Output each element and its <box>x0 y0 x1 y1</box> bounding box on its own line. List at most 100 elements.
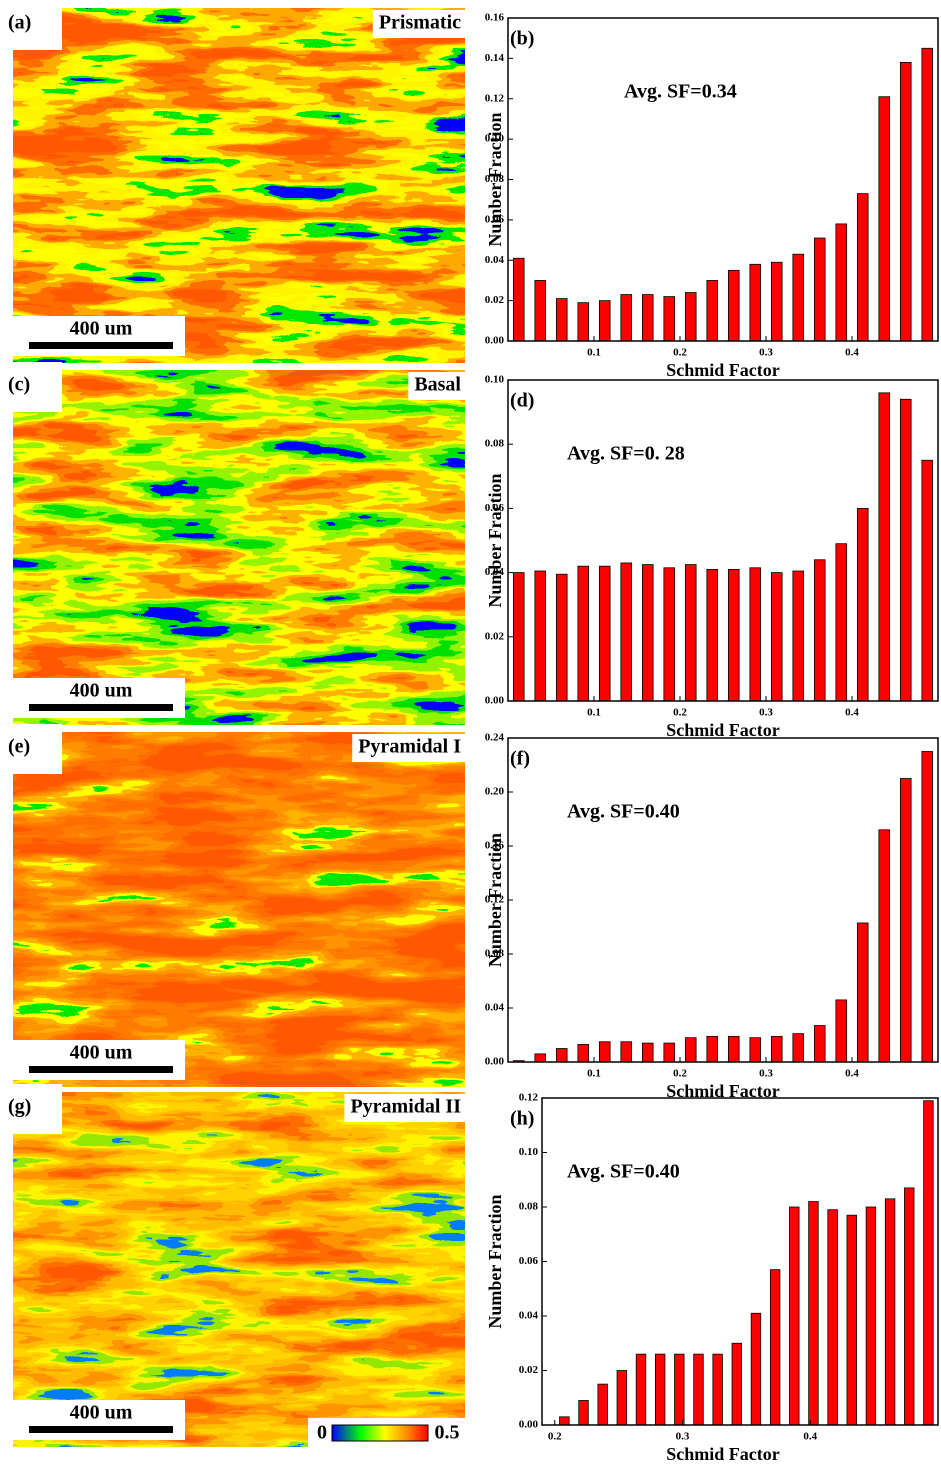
plot-frame <box>507 737 939 1063</box>
bar <box>749 567 762 702</box>
y-tick-label: 0.00 <box>485 1056 505 1068</box>
x-tick-label: 0.2 <box>673 1068 687 1080</box>
panel-label: (h) <box>510 1108 534 1130</box>
bar <box>921 459 934 702</box>
bar <box>808 1201 819 1426</box>
bar <box>835 543 848 702</box>
bar <box>555 573 568 702</box>
bar <box>727 568 740 702</box>
bar <box>813 1025 826 1063</box>
map-title: Pyramidal II <box>350 1096 461 1118</box>
bar <box>749 1037 762 1063</box>
bar <box>904 1187 915 1426</box>
y-tick-label: 0.10 <box>519 1146 539 1158</box>
bar <box>674 1353 685 1426</box>
map-title: Prismatic <box>379 12 461 34</box>
y-tick-label: 0.08 <box>485 438 505 450</box>
y-tick-label: 0.08 <box>485 948 505 960</box>
bar <box>770 261 783 342</box>
panel-label: (g) <box>8 1096 31 1118</box>
bar <box>534 1053 547 1063</box>
colorbar <box>331 1424 429 1442</box>
bar <box>706 568 719 702</box>
title-box <box>344 1094 465 1122</box>
bar <box>749 263 762 342</box>
y-tick-label: 0.20 <box>485 786 505 798</box>
y-tick-label: 0.04 <box>519 1310 539 1322</box>
scale-box <box>13 1040 185 1080</box>
y-tick-label: 0.06 <box>519 1255 539 1267</box>
bar <box>835 999 848 1063</box>
bar <box>813 559 826 702</box>
scale-text: 400 um <box>70 680 133 702</box>
bar <box>899 778 912 1063</box>
bar <box>921 751 934 1063</box>
bar <box>731 1342 742 1426</box>
bar <box>813 237 826 342</box>
y-tick-label: 0.10 <box>485 133 505 145</box>
bar <box>555 1048 568 1063</box>
panel-label: (d) <box>510 390 534 412</box>
scale-box <box>13 678 185 718</box>
bar <box>684 292 697 342</box>
x-tick-label: 0.4 <box>845 1068 859 1080</box>
bar <box>684 1037 697 1063</box>
y-tick-label: 0.14 <box>485 52 505 64</box>
bar <box>620 562 633 702</box>
x-tick-label: 0.4 <box>845 707 859 719</box>
ebsd-map <box>13 8 465 363</box>
bar <box>577 1044 590 1063</box>
bar <box>878 96 891 342</box>
y-tick-label: 0.08 <box>519 1201 539 1213</box>
bar <box>512 572 525 702</box>
y-tick-label: 0.10 <box>485 374 505 386</box>
title-box <box>408 372 465 400</box>
bar <box>727 269 740 342</box>
ebsd-map <box>13 370 465 725</box>
bar <box>865 1206 877 1426</box>
y-axis-title: Number Fraction <box>485 833 505 967</box>
bar <box>577 565 590 702</box>
x-axis-title: Schmid Factor <box>666 1444 779 1464</box>
bar <box>856 922 869 1063</box>
panel-label: (f) <box>510 748 530 770</box>
label-box <box>0 362 62 412</box>
y-tick-label: 0.06 <box>485 502 505 514</box>
bar <box>792 570 805 702</box>
bar <box>789 1206 800 1426</box>
bar <box>534 570 547 702</box>
annotation: Avg. SF=0.40 <box>567 801 680 823</box>
y-tick-label: 0.16 <box>485 840 505 852</box>
x-tick-label: 0.1 <box>587 347 601 359</box>
bar <box>712 1353 723 1426</box>
scale-text: 400 um <box>70 318 133 340</box>
scale-box <box>13 316 185 356</box>
bar <box>684 564 697 702</box>
y-tick-label: 0.00 <box>519 1419 539 1431</box>
x-tick-label: 0.3 <box>759 347 773 359</box>
plot-frame <box>507 379 939 702</box>
y-tick-label: 0.02 <box>485 294 505 306</box>
bar <box>616 1370 628 1426</box>
y-tick-label: 0.12 <box>485 894 505 906</box>
bar <box>663 296 676 342</box>
y-tick-label: 0.16 <box>485 12 505 24</box>
bar <box>641 564 654 702</box>
bar <box>598 1041 611 1063</box>
bar <box>559 1416 570 1426</box>
x-axis-title: Schmid Factor <box>666 720 779 740</box>
y-tick-label: 0.04 <box>485 566 505 578</box>
y-tick-label: 0.02 <box>519 1364 539 1376</box>
x-tick-label: 0.4 <box>845 347 859 359</box>
bar <box>578 1400 589 1426</box>
x-tick-label: 0.2 <box>548 1431 562 1443</box>
bar <box>899 398 912 702</box>
annotation: Avg. SF=0.34 <box>624 81 737 103</box>
bar <box>597 1383 608 1426</box>
title-box <box>372 10 465 38</box>
map-title: Basal <box>414 374 461 396</box>
title-box <box>352 734 465 762</box>
bar <box>835 223 848 342</box>
bar <box>878 392 891 702</box>
